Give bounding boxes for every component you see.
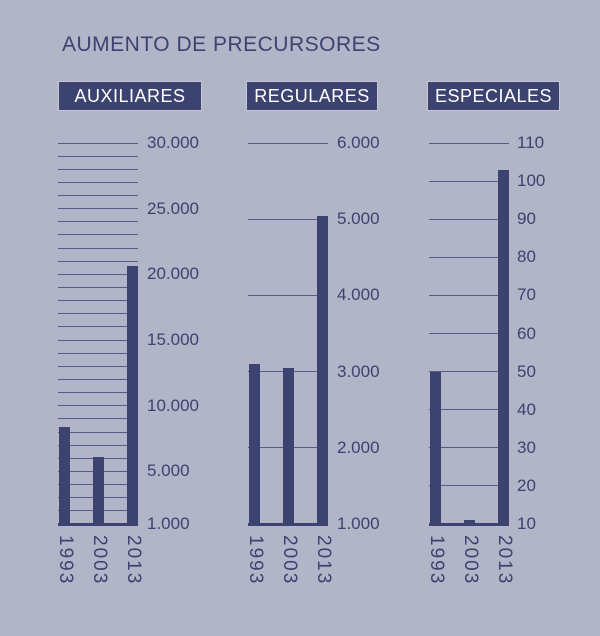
y-axis-label: 30 xyxy=(517,437,536,457)
gridline xyxy=(429,333,509,334)
y-axis-label: 10.000 xyxy=(147,395,199,415)
gridline xyxy=(58,418,138,419)
gridline xyxy=(429,295,509,296)
y-axis-label: 25.000 xyxy=(147,198,199,218)
chart-header-label: AUXILIARES xyxy=(74,85,186,106)
y-axis-label: 50 xyxy=(517,361,536,381)
gridline xyxy=(58,405,138,406)
y-axis-label: 20.000 xyxy=(147,264,199,284)
y-axis-label: 20 xyxy=(517,475,536,495)
gridline xyxy=(58,300,138,301)
year-label: 1993 xyxy=(425,535,447,586)
y-axis-label: 80 xyxy=(517,247,536,267)
y-axis-label: 100 xyxy=(517,171,546,191)
gridline xyxy=(58,326,138,327)
y-axis-label: 2.000 xyxy=(337,437,380,457)
gridline xyxy=(58,234,138,235)
y-axis-label: 5.000 xyxy=(147,461,190,481)
gridline xyxy=(429,447,509,448)
gridline xyxy=(429,219,509,220)
bar-1993 xyxy=(59,426,70,525)
year-label: 1993 xyxy=(54,535,76,586)
gridline xyxy=(58,274,138,275)
gridline xyxy=(429,371,509,372)
year-label: 2003 xyxy=(88,535,110,586)
y-axis-label: 30.000 xyxy=(147,133,199,152)
bar-2003 xyxy=(464,520,475,525)
gridline xyxy=(58,195,138,196)
chart-header-regulares: REGULARES xyxy=(246,81,378,111)
y-axis-label: 1.000 xyxy=(337,514,380,533)
y-axis-label: 5.000 xyxy=(337,209,380,229)
gridline xyxy=(58,432,138,433)
gridline xyxy=(429,409,509,410)
gridline xyxy=(58,248,138,249)
year-label: 2013 xyxy=(312,535,334,586)
year-label: 2013 xyxy=(493,535,515,586)
y-axis-label: 110 xyxy=(517,133,545,152)
gridline xyxy=(248,143,328,144)
bar-2003 xyxy=(93,456,104,525)
gridline xyxy=(58,182,138,183)
bar-2013 xyxy=(127,266,138,525)
gridline xyxy=(58,340,138,341)
y-axis-label: 1.000 xyxy=(147,514,190,533)
bar-2013 xyxy=(498,169,509,525)
gridline xyxy=(58,392,138,393)
gridline xyxy=(58,366,138,367)
year-label: 2003 xyxy=(278,535,300,586)
gridline xyxy=(58,261,138,262)
y-axis-label: 3.000 xyxy=(337,361,380,381)
chart-header-label: ESPECIALES xyxy=(434,85,553,106)
y-axis-label: 70 xyxy=(517,285,536,305)
y-axis-label: 40 xyxy=(517,399,536,419)
gridline xyxy=(58,143,138,144)
gridline xyxy=(58,445,138,446)
gridline xyxy=(429,485,509,486)
gridline xyxy=(58,221,138,222)
page-title: AUMENTO DE PRECURSORES xyxy=(62,33,381,56)
gridline xyxy=(429,143,509,144)
gridline xyxy=(248,219,328,220)
gridline xyxy=(58,379,138,380)
y-axis-label: 90 xyxy=(517,209,536,229)
year-label: 2013 xyxy=(122,535,144,586)
chart-header-label: REGULARES xyxy=(254,85,370,106)
y-axis-label: 6.000 xyxy=(337,133,380,152)
bar-1993 xyxy=(249,363,260,525)
gridline xyxy=(58,353,138,354)
year-label: 2003 xyxy=(459,535,481,586)
y-axis-label: 10 xyxy=(517,514,536,533)
bar-1993 xyxy=(430,371,441,525)
gridline xyxy=(429,181,509,182)
y-axis-label: 4.000 xyxy=(337,285,380,305)
bar-2003 xyxy=(283,367,294,525)
gridline xyxy=(58,156,138,157)
gridline xyxy=(58,208,138,209)
year-label: 1993 xyxy=(244,535,266,586)
chart-header-especiales: ESPECIALES xyxy=(427,81,560,111)
gridline xyxy=(58,169,138,170)
gridline xyxy=(58,313,138,314)
chart-header-auxiliares: AUXILIARES xyxy=(58,81,202,111)
y-axis-label: 60 xyxy=(517,323,536,343)
gridline xyxy=(429,257,509,258)
gridline xyxy=(58,287,138,288)
gridline xyxy=(248,295,328,296)
bar-2013 xyxy=(317,216,328,525)
y-axis-label: 15.000 xyxy=(147,330,199,350)
